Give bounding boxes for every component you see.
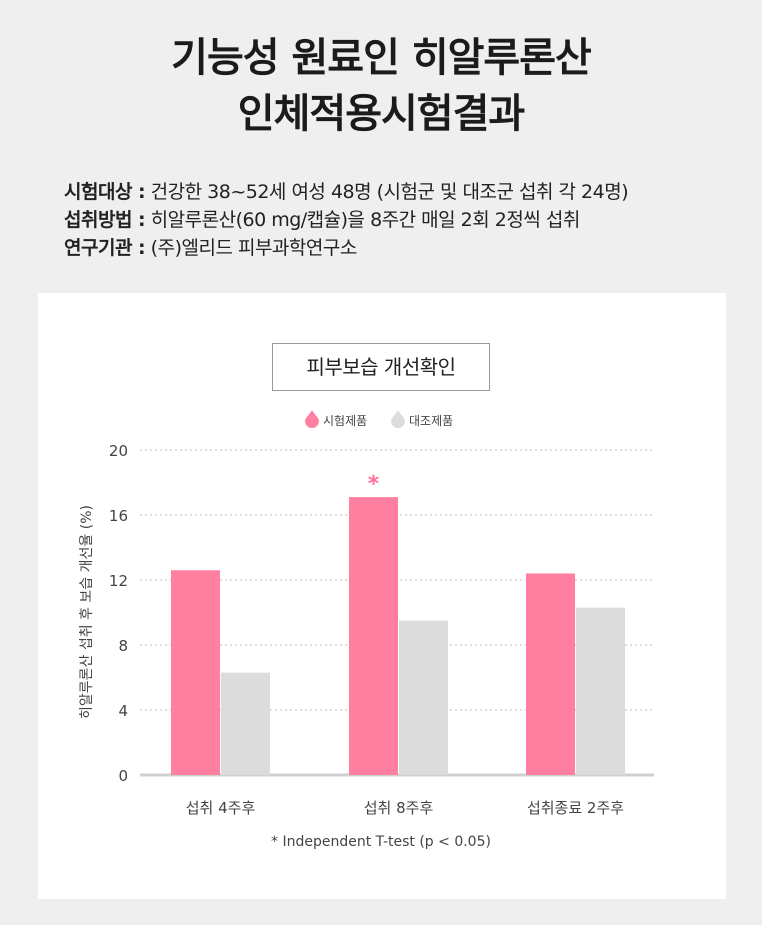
- page-heading: 기능성 원료인 히알루론산 인체적용시험결과: [0, 30, 762, 142]
- chart-title: 피부보습 개선확인: [272, 343, 490, 391]
- legend-label: 대조제품: [409, 414, 453, 428]
- study-info-subjects: 시험대상 : 건강한 38~52세 여성 48명 (시험군 및 대조군 섭취 각…: [64, 178, 629, 206]
- study-info-value: (주)엘리드 피부과학연구소: [145, 237, 358, 259]
- y-tick-label: 0: [118, 767, 128, 785]
- y-axis-label: 히알루론산 섭취 후 보습 개선율 (%): [79, 505, 95, 719]
- study-info-method: 섭취방법 : 히알루론산(60 mg/캡슐)을 8주간 매일 2회 2정씩 섭취: [64, 206, 628, 234]
- bar-test: [349, 497, 398, 775]
- study-info-institute: 연구기관 : (주)엘리드 피부과학연구소: [64, 234, 628, 262]
- y-tick-label: 4: [118, 702, 128, 720]
- heading-line-1: 기능성 원료인 히알루론산: [171, 35, 592, 81]
- study-info-label: 섭취방법 :: [64, 209, 146, 231]
- study-info-label: 연구기관 :: [64, 237, 146, 259]
- heading-line-2: 인체적용시험결과: [237, 91, 525, 137]
- study-info-value: 건강한 38~52세 여성 48명 (시험군 및 대조군 섭취 각 24명): [145, 181, 629, 203]
- x-tick-label: 섭취 8주후: [364, 799, 434, 817]
- study-info: 시험대상 : 건강한 38~52세 여성 48명 (시험군 및 대조군 섭취 각…: [64, 178, 629, 262]
- bar-control: [576, 607, 625, 775]
- significance-marker: *: [368, 472, 380, 497]
- x-tick-label: 섭취종료 2주후: [527, 799, 624, 817]
- y-tick-label: 20: [109, 442, 128, 460]
- y-tick-label: 16: [109, 507, 128, 525]
- droplet-icon: [305, 410, 319, 428]
- x-tick-label: 섭취 4주후: [186, 799, 256, 817]
- y-tick-label: 8: [118, 637, 128, 655]
- bar-test: [171, 570, 220, 775]
- y-tick-label: 12: [109, 572, 128, 590]
- droplet-icon: [391, 410, 405, 428]
- study-info-label: 시험대상 :: [64, 181, 146, 203]
- bar-test: [526, 573, 575, 775]
- bar-control: [221, 672, 270, 775]
- legend-label: 시험제품: [323, 414, 367, 428]
- bar-control: [399, 620, 448, 775]
- study-info-value: 히알루론산(60 mg/캡슐)을 8주간 매일 2회 2정씩 섭취: [145, 209, 581, 231]
- chart-footnote: * Independent T-test (p < 0.05): [271, 834, 491, 850]
